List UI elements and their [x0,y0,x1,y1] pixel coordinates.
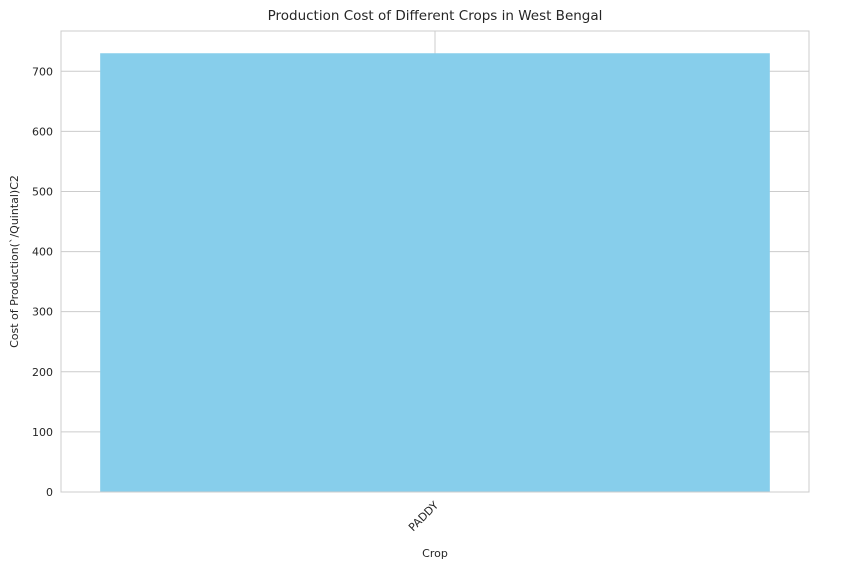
x-axis-label: Crop [422,547,448,560]
x-tick-label: PADDY [406,499,441,534]
y-tick-labels: 0 100 200 300 400 500 600 700 [32,65,53,499]
bar-paddy [100,53,770,493]
x-tick-labels: PADDY [406,499,441,534]
y-tick-label: 500 [32,185,53,198]
y-axis-label: Cost of Production(`/Quintal)C2 [8,175,21,348]
plot-frame [60,30,810,493]
y-tick-label: 400 [32,246,53,259]
y-tick-label: 300 [32,306,53,319]
y-tick-label: 0 [46,486,53,499]
y-tick-label: 200 [32,366,53,379]
y-tick-label: 700 [32,65,53,78]
bars [100,53,770,493]
chart-title: Production Cost of Different Crops in We… [268,8,603,24]
y-tick-label: 600 [32,125,53,138]
y-tick-label: 100 [32,426,53,439]
